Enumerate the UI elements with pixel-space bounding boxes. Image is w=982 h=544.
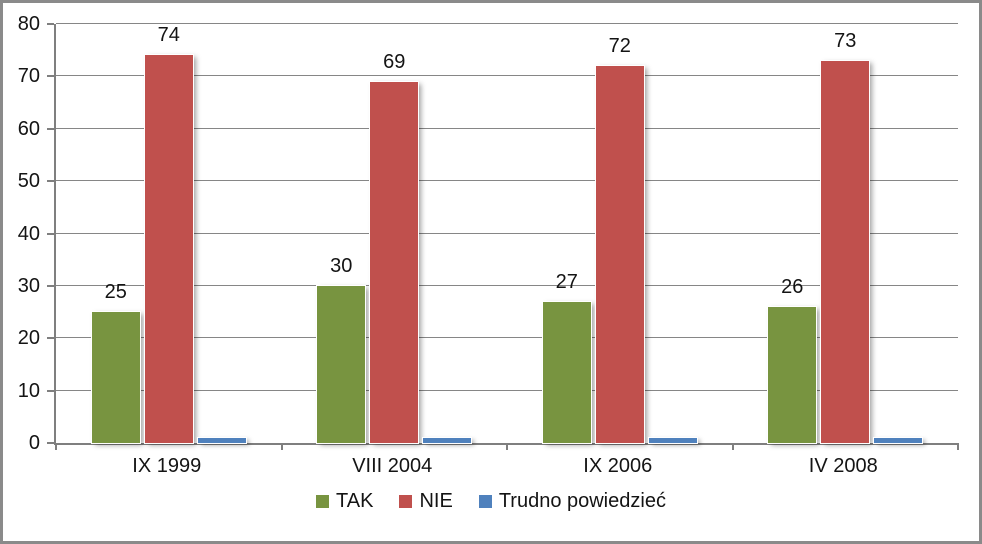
- bar-groups: 25 74 30 69 27 72 26 73: [56, 24, 958, 443]
- bar-data-label: 25: [104, 281, 127, 304]
- bar-nie: 73: [821, 31, 870, 443]
- bar-trudno-powiedzie-: [423, 437, 472, 443]
- y-axis-tick-mark: [47, 284, 54, 287]
- bar-tak: 30: [317, 256, 366, 443]
- category-group: 30 69: [282, 24, 508, 443]
- x-axis-tick-mark: [731, 443, 734, 450]
- x-axis-category-label: IX 2006: [583, 455, 653, 477]
- y-axis-tick-mark: [47, 337, 54, 340]
- bar-tak: 27: [542, 272, 591, 443]
- x-axis-tick-mark: [506, 443, 508, 450]
- x-axis-tick-mark: [957, 443, 959, 450]
- legend-swatch: [478, 494, 492, 508]
- y-axis-tick-label: 20: [17, 327, 40, 350]
- y-axis-tick-label: 30: [17, 274, 40, 297]
- x-axis-tick-mark: [55, 443, 57, 450]
- x-axis-labels: IX 1999 VIII 2004 IX 2006 IV 2008: [54, 455, 956, 477]
- y-axis-tick-label: 60: [17, 117, 40, 140]
- bar-trudno-powiedzie-: [648, 437, 697, 443]
- bar-nie: 74: [144, 25, 193, 443]
- y-axis-tick-mark: [47, 23, 54, 25]
- bar-tak: 25: [91, 282, 140, 443]
- y-axis-tick-mark: [47, 232, 54, 235]
- gridline: [56, 232, 958, 234]
- legend-item: Trudno powiedzieć: [478, 490, 666, 512]
- gridline: [56, 127, 958, 129]
- x-axis-category-label: IV 2008: [808, 455, 878, 477]
- y-axis-tick-label: 40: [17, 222, 40, 245]
- y-axis-tick-mark: [47, 442, 54, 444]
- category-group: 27 72: [507, 24, 733, 443]
- gridline: [56, 337, 958, 339]
- legend-label: Trudno powiedzieć: [498, 490, 666, 512]
- bar-data-label: 27: [555, 270, 578, 293]
- x-axis-tick-mark: [280, 443, 283, 450]
- legend-label: NIE: [419, 490, 453, 512]
- gridline: [56, 284, 958, 286]
- bar-data-label: 30: [330, 254, 353, 277]
- category-group: 25 74: [56, 24, 282, 443]
- bar-data-label: 69: [383, 50, 406, 73]
- category-group: 26 73: [733, 24, 959, 443]
- plot-area: 0 10 20 30 40 50 60 70 80 25 74 30 69 27 72 26 73: [18, 14, 959, 453]
- bar-data-label: 74: [157, 24, 180, 47]
- x-axis-category-label: IX 1999: [132, 455, 202, 477]
- gridline: [56, 389, 958, 391]
- gridline: [56, 180, 958, 182]
- bar-trudno-powiedzie-: [197, 437, 246, 443]
- gridline: [56, 23, 958, 24]
- y-axis-tick-label: 70: [17, 65, 40, 88]
- y-axis-tick-label: 10: [17, 379, 40, 402]
- y-axis-tick-mark: [47, 389, 54, 392]
- y-axis-tick-label: 0: [28, 432, 40, 454]
- legend-label: TAK: [336, 490, 374, 512]
- bar-data-label: 72: [608, 34, 631, 57]
- bar-nie: 72: [595, 36, 644, 443]
- y-axis-tick-mark: [47, 75, 54, 78]
- y-axis-tick-mark: [47, 127, 54, 130]
- legend-item: NIE: [399, 490, 453, 512]
- y-axis-tick-label: 50: [17, 170, 40, 193]
- x-axis-category-label: VIII 2004: [352, 455, 433, 477]
- bar-nie: 69: [370, 52, 419, 443]
- bar-data-label: 26: [781, 275, 804, 298]
- bar-trudno-powiedzie-: [874, 437, 923, 443]
- legend: TAK NIE Trudno powiedzieć: [3, 491, 979, 511]
- bar-data-label: 73: [834, 29, 857, 52]
- bar-tak: 26: [768, 277, 817, 443]
- legend-swatch: [316, 494, 330, 508]
- y-axis-tick-mark: [47, 180, 54, 183]
- legend-swatch: [399, 494, 413, 508]
- y-axis-tick-label: 80: [17, 13, 40, 35]
- legend-item: TAK: [316, 491, 373, 511]
- gridline: [56, 75, 958, 77]
